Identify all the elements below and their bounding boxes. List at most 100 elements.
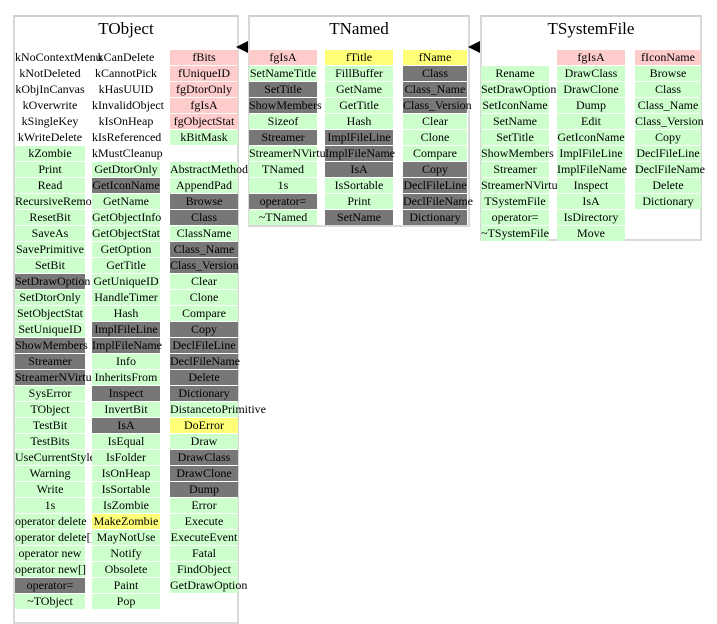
class-title-tsystemfile: TSystemFile [547, 19, 635, 38]
member-cell: SaveAs [15, 226, 85, 241]
tsystemfile-column-3: fIconName Browse Class Class_Name Class_Vers… [635, 50, 705, 210]
member-cell: IsA [92, 418, 160, 433]
member-cell: GetTitle [325, 98, 393, 113]
member-cell: IsZombie [92, 498, 160, 513]
member-cell: Paint [92, 578, 160, 593]
tnamed-column-1: fgIsA SetNameTitle SetTitle ShowMembers Size… [249, 50, 335, 226]
member-cell: DeclFileName [170, 354, 240, 369]
member-cell: SetObjectStat [15, 306, 85, 321]
member-cell: IsOnHeap [92, 466, 160, 481]
member-cell: kCannotPick [95, 66, 157, 80]
member-cell: Warning [15, 466, 85, 481]
member-cell: SetDrawOption [481, 82, 557, 97]
member-cell: Draw [170, 434, 238, 449]
tobject-column-2: kCanDelete kCannotPick kHasUUID kInvalidObj… [92, 50, 164, 610]
member-cell: StreamerNVirtual [15, 370, 101, 385]
member-cell: fgIsA [249, 50, 317, 65]
member-cell: kObjInCanvas [15, 82, 85, 96]
member-cell: InvertBit [92, 402, 160, 417]
member-cell: Clone [403, 130, 467, 145]
member-cell: Rename [481, 66, 549, 81]
member-cell: RecursiveRemove [15, 194, 103, 209]
member-cell: kOverwrite [22, 98, 78, 112]
member-cell: SetDrawOption [15, 274, 91, 289]
member-cell: Class [170, 210, 238, 225]
member-cell: SetTitle [481, 130, 549, 145]
member-cell: fgDtorOnly [170, 82, 238, 97]
class-title-tobject: TObject [98, 19, 154, 38]
member-cell: Dictionary [403, 210, 467, 225]
member-cell: fUniqueID [170, 66, 238, 81]
member-cell: kWriteDelete [17, 130, 83, 144]
member-cell: IsFolder [92, 450, 160, 465]
member-cell: DeclFileLine [170, 338, 238, 353]
member-cell: SetNameTitle [249, 66, 317, 81]
member-cell: operator delete[] [15, 530, 95, 545]
member-cell: operator new[] [15, 562, 86, 577]
member-cell: ImplFileLine [557, 146, 625, 161]
member-cell: IsA [325, 162, 393, 177]
member-cell: Print [15, 162, 85, 177]
member-cell: Compare [170, 306, 238, 321]
member-cell: Inspect [92, 386, 160, 401]
member-cell: operator new [15, 546, 85, 561]
member-cell: Compare [403, 146, 467, 161]
member-cell: StreamerNVirtual [249, 146, 335, 161]
member-cell: fgObjectStat [170, 114, 238, 129]
member-cell: GetName [92, 194, 160, 209]
member-cell: DrawClass [170, 450, 238, 465]
member-cell: ResetBit [15, 210, 85, 225]
inheritance-arrow-tsystemfile-to-tnamed [468, 41, 480, 53]
member-cell: Class_Version [635, 114, 704, 129]
member-cell: kHasUUID [98, 82, 154, 96]
member-cell: ~TSystemFile [481, 226, 549, 241]
member-cell: StreamerNVirtual [481, 178, 567, 193]
member-cell: Error [170, 498, 238, 513]
member-cell: Inspect [557, 178, 625, 193]
tobject-column-3: fBits fUniqueID fgDtorOnly fgIsA fgObjectSta… [170, 50, 266, 594]
member-cell: Dictionary [635, 194, 701, 209]
member-cell: Fatal [170, 546, 238, 561]
member-cell: GetObjectStat [92, 226, 160, 241]
member-cell [170, 146, 238, 161]
member-cell: Class_Name [403, 82, 467, 97]
member-cell: SetName [325, 210, 393, 225]
member-cell: GetObjectInfo [92, 210, 162, 225]
inheritance-arrow-tnamed-to-tobject [236, 41, 248, 53]
member-cell: FillBuffer [325, 66, 393, 81]
member-cell: Notify [92, 546, 160, 561]
member-cell: GetIconName [557, 130, 625, 145]
member-cell: Move [557, 226, 625, 241]
member-cell: Clear [403, 114, 467, 129]
member-cell: TSystemFile [481, 194, 549, 209]
member-cell: ~TNamed [249, 210, 317, 225]
member-cell: ImplFileLine [325, 130, 393, 145]
member-cell: SetIconName [481, 98, 549, 113]
member-cell: Class [635, 82, 701, 97]
member-cell: kIsReferenced [92, 130, 162, 144]
member-cell: SetTitle [249, 82, 317, 97]
member-cell: TObject [15, 402, 85, 417]
member-cell: ImplFileName [557, 162, 627, 177]
member-cell: operator= [481, 210, 549, 225]
member-cell: SetUniqueID [15, 322, 85, 337]
member-cell: ShowMembers [481, 146, 554, 161]
member-cell: Copy [170, 322, 238, 337]
member-cell: IsEqual [92, 434, 160, 449]
member-cell: ~TObject [15, 594, 85, 609]
member-cell: kNoContextMenu [15, 50, 102, 64]
member-cell: ImplFileLine [92, 322, 160, 337]
member-cell: 1s [15, 498, 85, 513]
member-cell: Browse [170, 194, 238, 209]
member-cell: operator= [15, 578, 85, 593]
tsystemfile-column-1: Rename SetDrawOption SetIconName SetName Set… [481, 50, 567, 242]
member-cell: SetDtorOnly [15, 290, 85, 305]
member-cell: DrawClass [557, 66, 625, 81]
member-cell: kInvalidObject [92, 98, 164, 112]
member-cell: Copy [635, 130, 701, 145]
member-cell: GetDtorOnly [92, 162, 160, 177]
member-cell: TestBits [15, 434, 85, 449]
member-cell: FindObject [170, 562, 238, 577]
member-cell: Clone [170, 290, 238, 305]
tnamed-column-3: fName Class Class_Name Class_Version Clear Cl… [403, 50, 473, 226]
